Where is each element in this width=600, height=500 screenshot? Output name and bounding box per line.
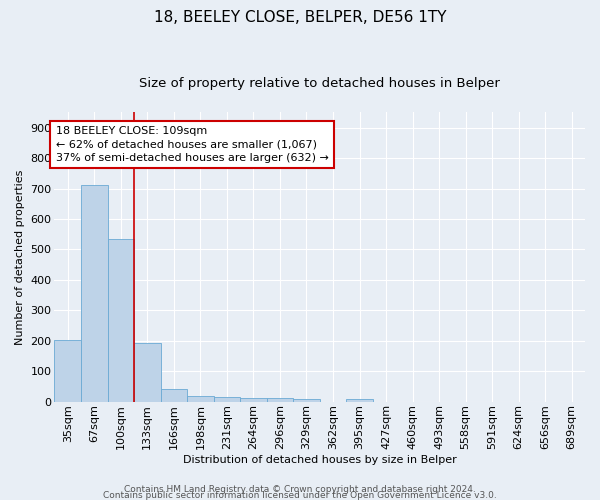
Bar — [266, 398, 293, 402]
Bar — [55, 340, 81, 402]
Text: Contains public sector information licensed under the Open Government Licence v3: Contains public sector information licen… — [103, 490, 497, 500]
X-axis label: Distribution of detached houses by size in Belper: Distribution of detached houses by size … — [183, 455, 457, 465]
Bar — [187, 396, 214, 402]
Text: 18, BEELEY CLOSE, BELPER, DE56 1TY: 18, BEELEY CLOSE, BELPER, DE56 1TY — [154, 10, 446, 25]
Bar — [161, 389, 187, 402]
Text: 18 BEELEY CLOSE: 109sqm
← 62% of detached houses are smaller (1,067)
37% of semi: 18 BEELEY CLOSE: 109sqm ← 62% of detache… — [56, 126, 329, 162]
Bar — [81, 185, 107, 402]
Y-axis label: Number of detached properties: Number of detached properties — [15, 170, 25, 344]
Bar — [134, 343, 161, 402]
Bar — [240, 398, 266, 402]
Bar — [107, 239, 134, 402]
Title: Size of property relative to detached houses in Belper: Size of property relative to detached ho… — [139, 78, 500, 90]
Text: Contains HM Land Registry data © Crown copyright and database right 2024.: Contains HM Land Registry data © Crown c… — [124, 484, 476, 494]
Bar — [346, 399, 373, 402]
Bar — [293, 399, 320, 402]
Bar — [214, 398, 240, 402]
